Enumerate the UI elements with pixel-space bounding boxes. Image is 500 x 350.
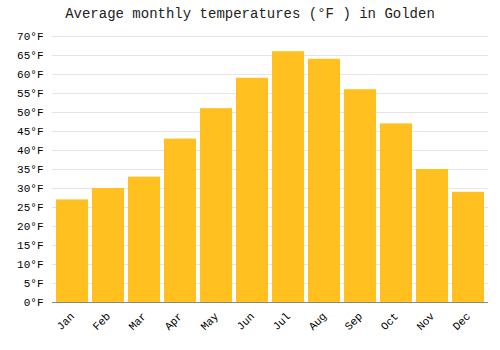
svg-text:Jan: Jan (55, 310, 77, 332)
svg-text:30°F: 30°F (17, 183, 43, 195)
svg-text:45°F: 45°F (17, 126, 43, 138)
svg-text:Feb: Feb (91, 310, 113, 332)
svg-text:60°F: 60°F (17, 69, 43, 81)
svg-text:Jun: Jun (235, 310, 257, 332)
svg-text:5°F: 5°F (24, 278, 44, 290)
svg-text:55°F: 55°F (17, 88, 43, 100)
svg-text:Mar: Mar (127, 310, 149, 332)
svg-text:Nov: Nov (415, 310, 438, 333)
svg-text:Dec: Dec (451, 310, 473, 332)
svg-text:0°F: 0°F (24, 297, 44, 309)
svg-text:50°F: 50°F (17, 107, 43, 119)
svg-text:May: May (199, 310, 222, 333)
svg-text:40°F: 40°F (17, 145, 43, 157)
svg-text:Apr: Apr (163, 310, 185, 332)
svg-text:70°F: 70°F (17, 31, 43, 43)
svg-text:Oct: Oct (379, 310, 401, 332)
svg-text:20°F: 20°F (17, 221, 43, 233)
svg-text:10°F: 10°F (17, 259, 43, 271)
svg-text:65°F: 65°F (17, 50, 43, 62)
svg-text:35°F: 35°F (17, 164, 43, 176)
svg-text:15°F: 15°F (17, 240, 43, 252)
svg-text:Sep: Sep (343, 310, 365, 332)
html-text:Average monthly temperatures (: Average monthly temperatures (°F ) in Go… (65, 6, 435, 22)
svg-text:Jul: Jul (271, 310, 293, 332)
svg-text:25°F: 25°F (17, 202, 43, 214)
svg-text:Aug: Aug (307, 310, 329, 332)
